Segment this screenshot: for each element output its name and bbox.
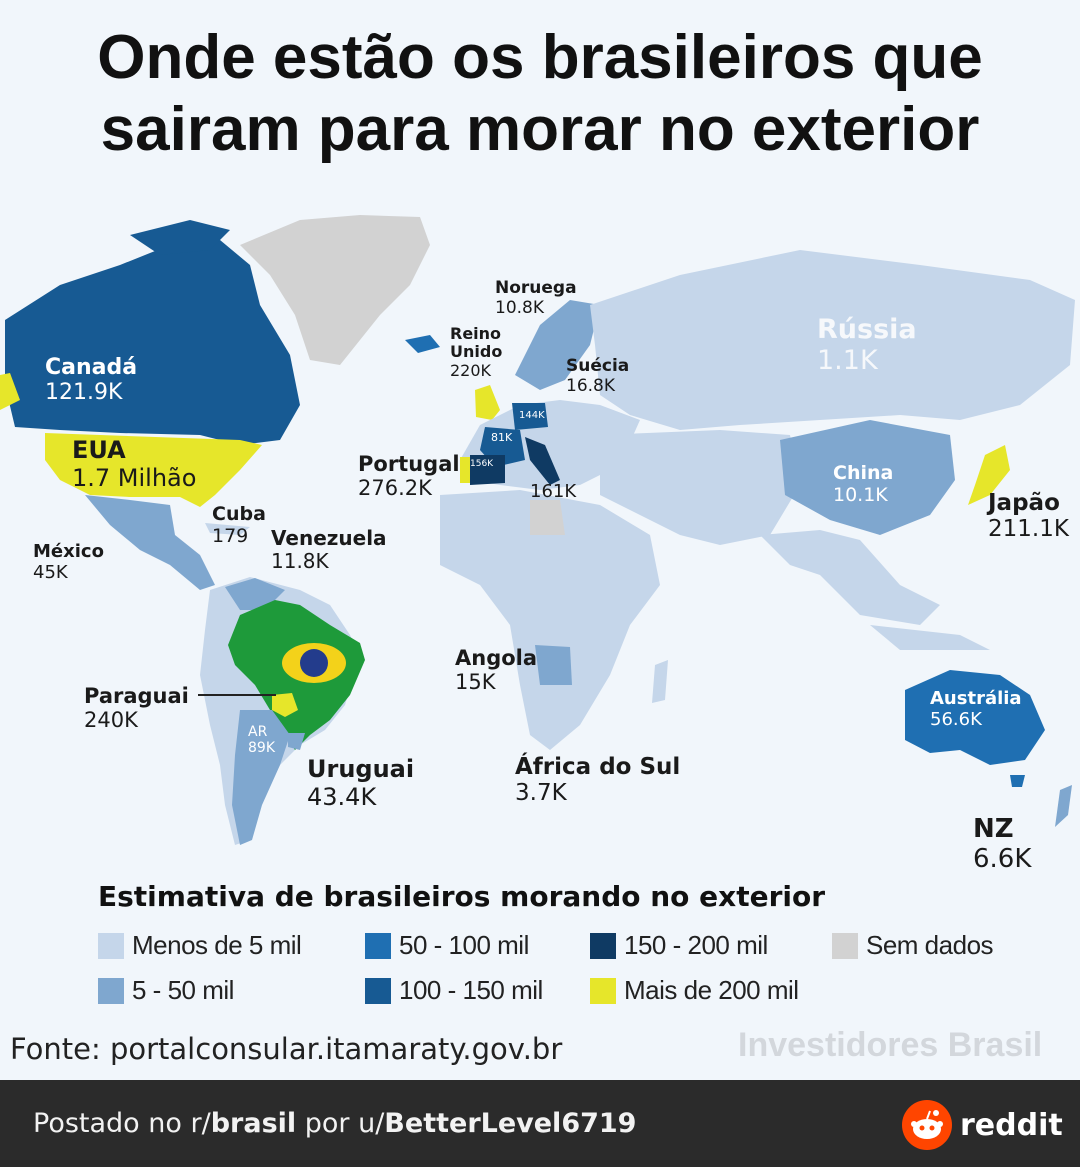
label-argentina: AR 89K [248, 724, 275, 757]
legend-item-less-5k: Menos de 5 mil [98, 930, 302, 961]
label-cuba: Cuba 179 [212, 503, 266, 547]
brazil-flag-globe [300, 649, 328, 677]
label-russia: Rússia 1.1K [817, 314, 917, 377]
source-text: Fonte: portalconsular.itamaraty.gov.br [10, 1032, 563, 1066]
legend-swatch [590, 977, 616, 1004]
reddit-footer: Postado no r/brasil por u/BetterLevel671… [0, 1080, 1080, 1167]
angola-shape [535, 645, 572, 685]
label-australia: Austrália 56.6K [930, 688, 1022, 730]
label-venezuela: Venezuela 11.8K [271, 526, 387, 573]
post-attribution: Postado no r/brasil por u/BetterLevel671… [33, 1108, 637, 1139]
usa-shape [45, 433, 262, 507]
label-japao: Japão 211.1K [988, 490, 1069, 543]
label-suecia: Suécia 16.8K [566, 356, 630, 396]
argentina-shape [232, 710, 290, 845]
title-line-2: sairam para morar no exterior [100, 95, 980, 164]
japan-shape [968, 445, 1010, 505]
legend-item-over-200k: Mais de 200 mil [590, 975, 799, 1006]
label-spain-value: 156K [470, 459, 494, 469]
label-mexico: México 45K [33, 541, 104, 583]
china-shape [780, 420, 955, 535]
south-asia-shape [760, 530, 940, 625]
legend-swatch [365, 977, 391, 1004]
label-uruguai: Uruguai 43.4K [307, 755, 415, 811]
nz-shape [1055, 785, 1072, 827]
italy-shape [525, 437, 560, 485]
reddit-alien-icon [902, 1100, 952, 1150]
iceland-shape [405, 335, 440, 353]
label-angola: Angola 15K [455, 646, 538, 695]
world-map [0, 215, 1075, 845]
russia-shape [590, 250, 1075, 430]
legend-title: Estimativa de brasileiros morando no ext… [98, 880, 826, 913]
label-china: China 10.1K [833, 462, 894, 506]
canada-shape [5, 240, 300, 445]
uk-shape [475, 385, 500, 420]
paraguai-leader-line [198, 694, 276, 696]
legend-item-150-200k: 150 - 200 mil [590, 930, 768, 961]
scandinavia-shape [515, 300, 600, 390]
legend-item-100-150k: 100 - 150 mil [365, 975, 543, 1006]
legend-swatch [832, 932, 858, 959]
tasmania-shape [1010, 775, 1025, 787]
portugal-shape [460, 457, 470, 483]
madagascar-shape [652, 660, 668, 703]
label-canada: Canadá 121.9K [45, 355, 138, 406]
greenland-shape [240, 215, 430, 365]
legend-item-5-50k: 5 - 50 mil [98, 975, 234, 1006]
legend-item-50-100k: 50 - 100 mil [365, 930, 529, 961]
germany-shape [512, 403, 548, 430]
brand-watermark: Investidores Brasil [738, 1026, 1043, 1064]
asia-shape [600, 430, 800, 545]
canada-islands [130, 220, 230, 255]
label-portugal: Portugal 276.2K [358, 452, 460, 501]
australia-shape [905, 670, 1045, 765]
subreddit-link[interactable]: brasil [210, 1108, 297, 1139]
legend-swatch [590, 932, 616, 959]
title-line-1: Onde estão os brasileiros que [97, 23, 983, 92]
label-africa-do-sul: África do Sul 3.7K [515, 754, 681, 807]
venezuela-shape [225, 578, 285, 610]
map-title: Onde estão os brasileiros que sairam par… [0, 22, 1080, 166]
legend-swatch [98, 932, 124, 959]
legend-swatch [98, 977, 124, 1004]
label-usa: EUA 1.7 Milhão [72, 436, 197, 492]
africa-shape [440, 490, 660, 750]
cuba-shape [205, 523, 250, 535]
reddit-logo[interactable]: reddit [902, 1100, 1063, 1150]
uruguay-shape [288, 733, 305, 750]
indonesia-shape [870, 625, 990, 650]
label-germany-value: 144K [519, 410, 545, 421]
label-nz: NZ 6.6K [973, 814, 1032, 874]
label-france-value: 81K [491, 431, 513, 444]
sahara-nodata [530, 500, 565, 535]
label-italy-value: 161K [530, 481, 577, 502]
reddit-wordmark: reddit [960, 1107, 1063, 1143]
mexico-shape [85, 495, 215, 590]
paraguay-shape [272, 693, 298, 717]
legend-item-no-data: Sem dados [832, 930, 994, 961]
label-reino-unido: Reino Unido 220K [450, 324, 503, 380]
alaska-shape [0, 373, 20, 410]
user-link[interactable]: BetterLevel6719 [384, 1108, 637, 1139]
legend-swatch [365, 932, 391, 959]
spain-shape [470, 455, 505, 485]
label-paraguai: Paraguai 240K [84, 684, 189, 733]
label-noruega: Noruega 10.8K [495, 278, 577, 318]
